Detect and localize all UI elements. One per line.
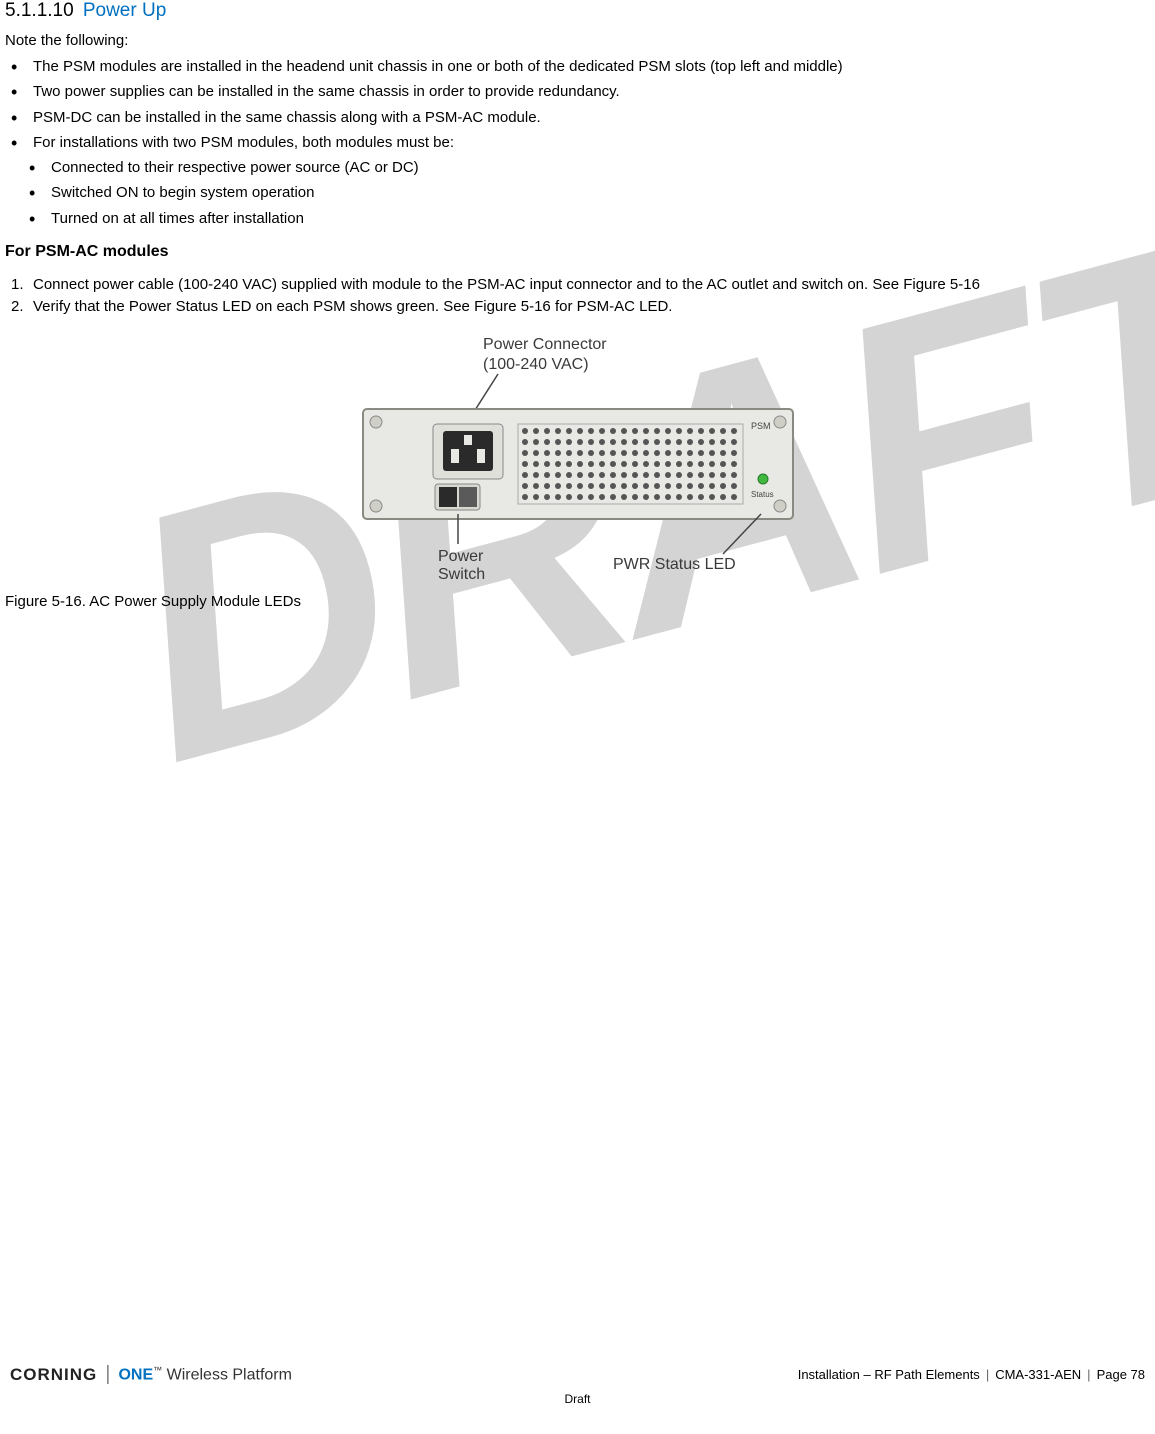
page-footer: CORNING | ONE™ Wireless Platform Install… bbox=[0, 1363, 1155, 1406]
screw-icon bbox=[774, 416, 786, 428]
draft-label: Draft bbox=[10, 1392, 1145, 1406]
footer-brand: CORNING | ONE™ Wireless Platform bbox=[10, 1363, 292, 1386]
section-number: 5.1.1.10 bbox=[5, 0, 74, 21]
list-item: Connect power cable (100-240 VAC) suppli… bbox=[11, 275, 1150, 295]
list-item: Verify that the Power Status LED on each… bbox=[11, 297, 1150, 317]
label-power-connector-volt: (100-240 VAC) bbox=[483, 356, 589, 373]
section-heading: 5.1.1.10 Power Up bbox=[5, 0, 1150, 22]
label-pwr-status-led: PWR Status LED bbox=[613, 556, 736, 573]
footer-page: Page 78 bbox=[1097, 1367, 1145, 1382]
psm-module-diagram: Power Connector (100-240 VAC) bbox=[343, 329, 813, 579]
screw-icon bbox=[774, 500, 786, 512]
numbered-list: Connect power cable (100-240 VAC) suppli… bbox=[11, 275, 1150, 317]
connector-pin bbox=[477, 449, 485, 463]
list-item: Connected to their respective power sour… bbox=[29, 158, 1150, 178]
label-power-switch2: Switch bbox=[438, 566, 485, 579]
list-item: The PSM modules are installed in the hea… bbox=[11, 57, 1150, 77]
status-led bbox=[758, 474, 768, 484]
led-label-small: Status bbox=[751, 490, 774, 499]
footer-docnum: CMA-331-AEN bbox=[995, 1367, 1081, 1382]
label-power-connector: Power Connector bbox=[483, 336, 607, 353]
switch-rocker bbox=[439, 487, 457, 507]
connector-pin bbox=[464, 435, 472, 445]
section-title: Power Up bbox=[83, 0, 166, 21]
bullet-list: The PSM modules are installed in the hea… bbox=[11, 57, 1150, 153]
list-item: Turned on at all times after installatio… bbox=[29, 209, 1150, 229]
list-item: For installations with two PSM modules, … bbox=[11, 133, 1150, 153]
connector-pin bbox=[451, 449, 459, 463]
divider-icon: | bbox=[105, 1363, 110, 1386]
screw-icon bbox=[370, 500, 382, 512]
divider-icon: | bbox=[986, 1367, 989, 1382]
figure-caption: Figure 5-16. AC Power Supply Module LEDs bbox=[5, 593, 1150, 610]
wireless-platform-text: Wireless Platform bbox=[162, 1366, 292, 1383]
note-intro: Note the following: bbox=[5, 32, 1150, 49]
screw-icon bbox=[370, 416, 382, 428]
list-item: Two power supplies can be installed in t… bbox=[11, 82, 1150, 102]
psm-label: PSM bbox=[751, 421, 771, 431]
nested-bullet-list: Connected to their respective power sour… bbox=[29, 158, 1150, 229]
footer-meta: Installation – RF Path Elements | CMA-33… bbox=[798, 1367, 1145, 1382]
footer-section: Installation – RF Path Elements bbox=[798, 1367, 980, 1382]
list-item: PSM-DC can be installed in the same chas… bbox=[11, 108, 1150, 128]
subheading-psm-ac: For PSM-AC modules bbox=[5, 243, 1150, 261]
one-wireless-logo: ONE™ Wireless Platform bbox=[118, 1365, 291, 1384]
figure-container: Power Connector (100-240 VAC) bbox=[5, 329, 1150, 583]
switch-rocker bbox=[459, 487, 477, 507]
footer-line: CORNING | ONE™ Wireless Platform Install… bbox=[10, 1363, 1145, 1386]
label-power-switch: Power bbox=[438, 548, 484, 565]
one-text: ONE bbox=[118, 1366, 153, 1383]
list-item: Switched ON to begin system operation bbox=[29, 183, 1150, 203]
corning-logo: CORNING bbox=[10, 1365, 97, 1385]
tm-icon: ™ bbox=[153, 1365, 162, 1375]
divider-icon: | bbox=[1087, 1367, 1090, 1382]
document-content: 5.1.1.10 Power Up Note the following: Th… bbox=[0, 0, 1155, 610]
